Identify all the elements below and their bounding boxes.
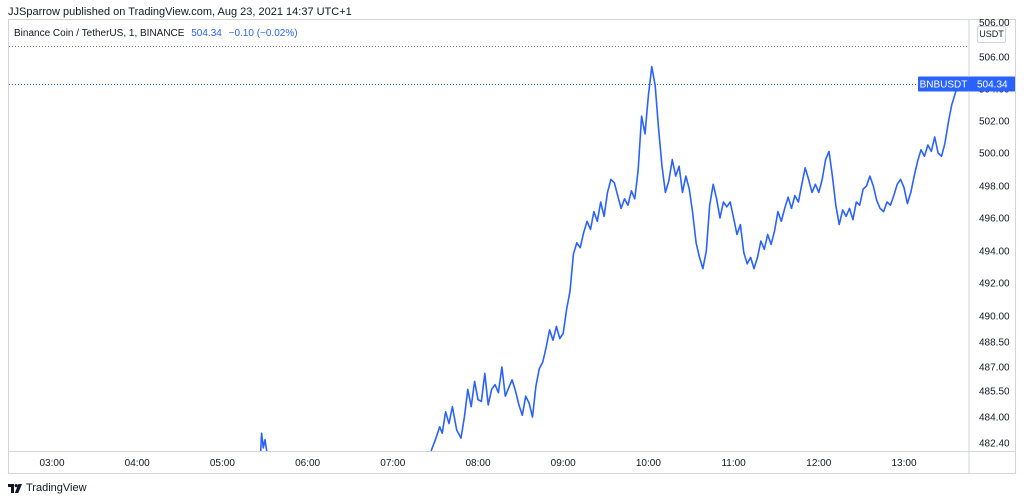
y-tick-label: 506.00 bbox=[979, 53, 1010, 64]
tradingview-logo[interactable]: TradingView bbox=[8, 482, 87, 494]
x-tick-label: 06:00 bbox=[295, 458, 320, 469]
y-tick-label: 490.00 bbox=[979, 312, 1010, 323]
x-tick-label: 10:00 bbox=[636, 458, 661, 469]
y-tick-label: 498.00 bbox=[979, 182, 1010, 193]
y-tick-label: 484.00 bbox=[979, 413, 1010, 424]
last-price: 504.34 bbox=[191, 28, 222, 39]
currency-label[interactable]: USDT bbox=[977, 26, 1006, 43]
price-series-line bbox=[259, 432, 268, 452]
y-tick-label: 500.00 bbox=[979, 149, 1010, 160]
tradingview-logo-icon bbox=[8, 483, 22, 493]
last-price-tag-box bbox=[969, 76, 1015, 92]
ticker-tag-box bbox=[918, 76, 969, 92]
x-tick-label: 09:00 bbox=[551, 458, 576, 469]
y-tick-label: 494.00 bbox=[979, 247, 1010, 258]
x-tick-label: 03:00 bbox=[39, 458, 64, 469]
publisher-line: JJSparrow published on TradingView.com, … bbox=[8, 6, 352, 18]
x-tick-label: 08:00 bbox=[465, 458, 490, 469]
y-tick-label: 487.00 bbox=[979, 363, 1010, 374]
symbol-legend[interactable]: Binance Coin / TetherUS, 1, BINANCE 504.… bbox=[14, 28, 298, 39]
y-tick-label: 492.00 bbox=[979, 279, 1010, 290]
tradingview-brand: TradingView bbox=[26, 482, 87, 494]
x-tick-label: 04:00 bbox=[125, 458, 150, 469]
x-tick-label: 13:00 bbox=[891, 458, 916, 469]
x-tick-label: 12:00 bbox=[806, 458, 831, 469]
symbol-name: Binance Coin / TetherUS, 1, BINANCE bbox=[14, 28, 185, 39]
y-tick-label: 502.00 bbox=[979, 117, 1010, 128]
y-tick-label: 485.50 bbox=[979, 387, 1010, 398]
chart-frame bbox=[8, 19, 1016, 474]
price-series-line bbox=[430, 65, 960, 452]
y-tick-label: 496.00 bbox=[979, 214, 1010, 225]
ticker-tag-label: BNBUSDT bbox=[920, 80, 968, 91]
x-tick-label: 07:00 bbox=[380, 458, 405, 469]
y-tick-label: 488.50 bbox=[979, 338, 1010, 349]
price-change: −0.10 (−0.02%) bbox=[228, 28, 298, 39]
y-tick-label: 482.40 bbox=[979, 439, 1010, 450]
x-tick-label: 05:00 bbox=[210, 458, 235, 469]
x-tick-label: 11:00 bbox=[721, 458, 746, 469]
y-tick-label-cut: 506.00 bbox=[979, 18, 1010, 29]
last-price-tag-value: 504.34 bbox=[977, 80, 1008, 91]
